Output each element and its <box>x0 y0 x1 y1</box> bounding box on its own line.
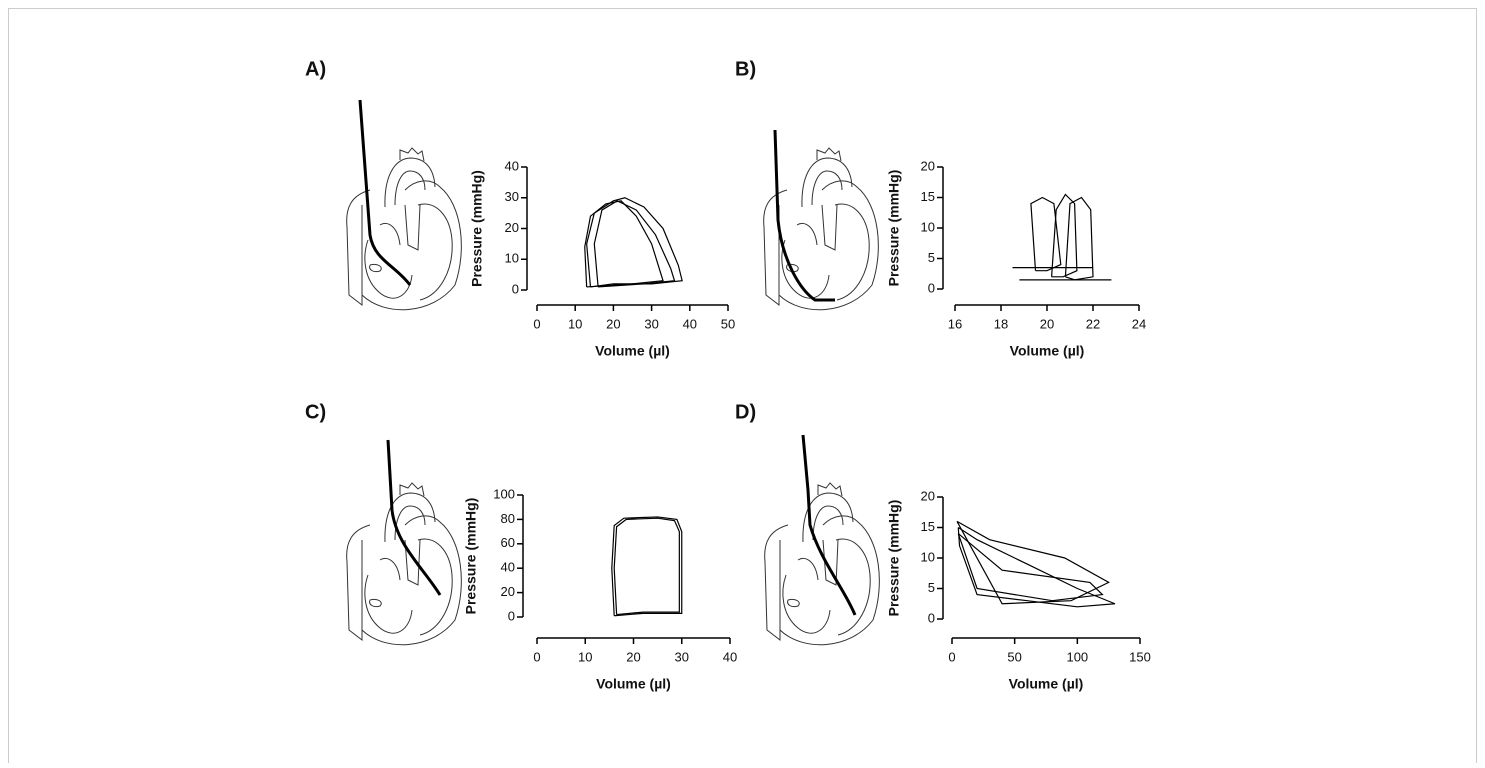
x-tick-label: 30 <box>644 316 658 331</box>
y-tick-label: 0 <box>508 608 515 623</box>
pv-loop <box>612 517 682 616</box>
y-tick-label: 100 <box>493 486 515 501</box>
x-tick-label: 50 <box>1007 649 1021 664</box>
x-tick-label: 18 <box>994 316 1008 331</box>
pv-loop <box>587 198 683 287</box>
heart-diagram <box>764 148 879 310</box>
y-tick-label: 20 <box>921 158 935 173</box>
x-axis-title: Volume (µl) <box>595 343 670 359</box>
x-axis-title: Volume (µl) <box>1010 343 1085 359</box>
y-tick-label: 20 <box>505 220 519 235</box>
pv-loop <box>614 518 679 614</box>
x-tick-label: 50 <box>721 316 735 331</box>
x-tick-label: 20 <box>606 316 620 331</box>
y-tick-label: 0 <box>928 610 935 625</box>
y-tick-label: 80 <box>501 511 515 526</box>
y-axis-title: Pressure (mmHg) <box>469 170 485 287</box>
y-axis-title: Pressure (mmHg) <box>886 500 902 617</box>
heart-diagram <box>347 483 462 645</box>
x-tick-label: 0 <box>533 649 540 664</box>
y-tick-label: 60 <box>501 535 515 550</box>
y-tick-label: 40 <box>501 560 515 575</box>
x-tick-label: 16 <box>948 316 962 331</box>
y-tick-label: 40 <box>505 158 519 173</box>
y-tick-label: 0 <box>512 281 519 296</box>
y-tick-label: 15 <box>921 519 935 534</box>
x-tick-label: 20 <box>1040 316 1054 331</box>
y-tick-label: 10 <box>505 251 519 266</box>
y-tick-label: 15 <box>921 189 935 204</box>
x-axis-title: Volume (µl) <box>1009 676 1084 692</box>
x-tick-label: 24 <box>1132 316 1146 331</box>
y-tick-label: 5 <box>928 250 935 265</box>
y-tick-label: 0 <box>928 280 935 295</box>
x-tick-label: 30 <box>675 649 689 664</box>
y-axis-title: Pressure (mmHg) <box>886 170 902 287</box>
x-tick-label: 100 <box>1066 649 1088 664</box>
y-axis-title: Pressure (mmHg) <box>463 498 479 615</box>
y-tick-label: 10 <box>921 549 935 564</box>
catheter <box>388 440 440 595</box>
y-tick-label: 5 <box>928 580 935 595</box>
x-tick-label: 22 <box>1086 316 1100 331</box>
x-axis-title: Volume (µl) <box>596 676 671 692</box>
y-tick-label: 20 <box>501 584 515 599</box>
x-tick-label: 0 <box>533 316 540 331</box>
x-tick-label: 0 <box>948 649 955 664</box>
x-tick-label: 150 <box>1129 649 1151 664</box>
panel-label: C) <box>305 401 326 423</box>
figure: A)01020304001020304050Pressure (mmHg)Vol… <box>0 0 1485 763</box>
panel-label: B) <box>735 58 756 80</box>
x-tick-label: 10 <box>568 316 582 331</box>
y-tick-label: 30 <box>505 189 519 204</box>
catheter <box>803 435 855 615</box>
heart-diagram <box>765 483 880 645</box>
frame <box>9 9 1477 764</box>
y-tick-label: 20 <box>921 488 935 503</box>
panel-label: A) <box>305 58 326 80</box>
x-tick-label: 40 <box>683 316 697 331</box>
panel-label: D) <box>735 401 756 423</box>
pv-loop <box>1052 194 1077 276</box>
x-tick-label: 10 <box>578 649 592 664</box>
y-tick-label: 10 <box>921 219 935 234</box>
x-tick-label: 20 <box>626 649 640 664</box>
x-tick-label: 40 <box>723 649 737 664</box>
